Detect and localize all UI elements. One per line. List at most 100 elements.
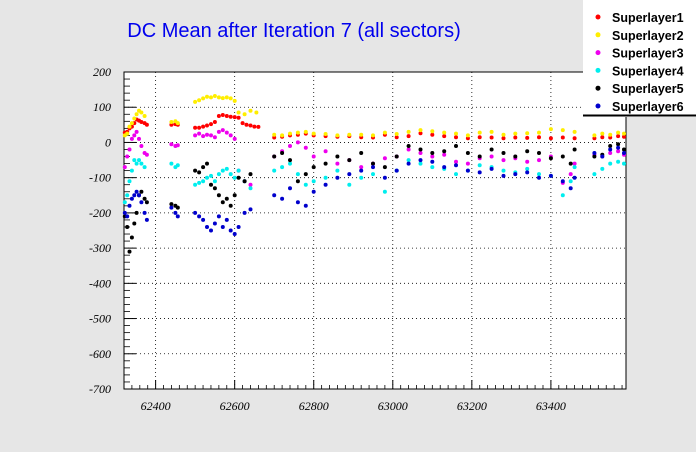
- data-point: [201, 165, 206, 170]
- x-tick-label: 63000: [378, 399, 408, 413]
- data-point: [280, 133, 285, 138]
- data-point: [537, 151, 541, 155]
- data-point: [537, 158, 541, 163]
- data-point: [169, 205, 174, 210]
- y-axis: 200 100 0 -100 -200 -300 -400 -500 -600 -700: [89, 65, 136, 396]
- data-point: [248, 186, 253, 191]
- data-point: [465, 133, 470, 138]
- data-point: [525, 131, 530, 136]
- data-point: [125, 225, 130, 229]
- data-point: [129, 196, 134, 201]
- data-point: [132, 116, 137, 121]
- data-point: [212, 179, 217, 184]
- data-point: [132, 193, 137, 198]
- data-point: [139, 189, 144, 194]
- data-point: [197, 170, 202, 175]
- data-point: [212, 94, 217, 98]
- data-point: [600, 131, 605, 136]
- data-point: [201, 96, 206, 101]
- series-2: [122, 94, 626, 138]
- data-point: [220, 200, 225, 205]
- legend-label: Superlayer3: [612, 47, 684, 61]
- data-point: [454, 172, 458, 177]
- data-point: [242, 179, 247, 184]
- data-point: [288, 161, 292, 166]
- data-point: [272, 168, 277, 173]
- data-point: [139, 120, 144, 124]
- data-point: [560, 179, 565, 184]
- data-point: [622, 151, 626, 155]
- data-point: [406, 134, 411, 139]
- data-point: [295, 130, 300, 135]
- data-point: [122, 165, 127, 170]
- data-point: [616, 130, 621, 135]
- data-point: [193, 133, 198, 138]
- data-point: [248, 123, 253, 128]
- data-point: [382, 130, 387, 135]
- data-point: [125, 131, 130, 136]
- data-point: [323, 132, 328, 136]
- data-point: [560, 128, 565, 133]
- data-point: [537, 172, 541, 177]
- data-point: [232, 193, 237, 198]
- data-point: [616, 145, 621, 150]
- data-point: [212, 186, 217, 191]
- data-point: [132, 133, 137, 138]
- data-point: [323, 161, 328, 166]
- data-point: [568, 172, 573, 177]
- data-point: [295, 140, 300, 145]
- data-point: [122, 200, 127, 205]
- data-point: [169, 122, 174, 127]
- data-point: [236, 110, 241, 115]
- data-point: [347, 172, 352, 177]
- data-point: [134, 112, 139, 117]
- data-point: [240, 121, 245, 126]
- data-point: [137, 158, 141, 163]
- data-point: [394, 135, 399, 140]
- legend-marker: [595, 67, 601, 73]
- data-point: [303, 182, 308, 187]
- series-6: [122, 145, 626, 236]
- data-point: [608, 147, 613, 152]
- data-point: [134, 161, 139, 166]
- data-point: [169, 142, 174, 147]
- data-point: [220, 225, 225, 229]
- data-point: [125, 193, 130, 198]
- data-point: [216, 172, 221, 177]
- data-point: [418, 128, 423, 133]
- data-point: [228, 228, 233, 233]
- data-point: [442, 165, 447, 170]
- data-point: [209, 173, 213, 178]
- data-point: [224, 166, 229, 171]
- data-point: [224, 217, 229, 222]
- legend-label: Superlayer5: [612, 82, 684, 96]
- legend-label: Superlayer1: [612, 11, 684, 25]
- data-point: [224, 130, 229, 135]
- data-point: [311, 179, 316, 184]
- data-point: [220, 113, 225, 117]
- data-point: [224, 196, 229, 201]
- data-point: [382, 156, 387, 161]
- data-point: [489, 154, 494, 159]
- data-point: [418, 147, 423, 152]
- data-point: [608, 132, 613, 137]
- data-point: [236, 115, 241, 120]
- data-point: [382, 175, 387, 180]
- legend-marker: [595, 14, 601, 20]
- data-point: [430, 151, 435, 155]
- data-point: [280, 151, 285, 155]
- data-point: [216, 193, 221, 198]
- data-point: [224, 114, 229, 118]
- legend-marker: [595, 32, 601, 38]
- data-point: [311, 154, 316, 159]
- x-tick-label: 63200: [457, 399, 487, 413]
- data-point: [592, 151, 597, 155]
- data-point: [205, 175, 209, 180]
- data-point: [323, 175, 328, 180]
- data-point: [406, 158, 411, 163]
- data-point: [371, 133, 375, 138]
- data-point: [248, 207, 253, 212]
- legend-marker: [595, 85, 601, 91]
- legend-marker: [595, 103, 601, 109]
